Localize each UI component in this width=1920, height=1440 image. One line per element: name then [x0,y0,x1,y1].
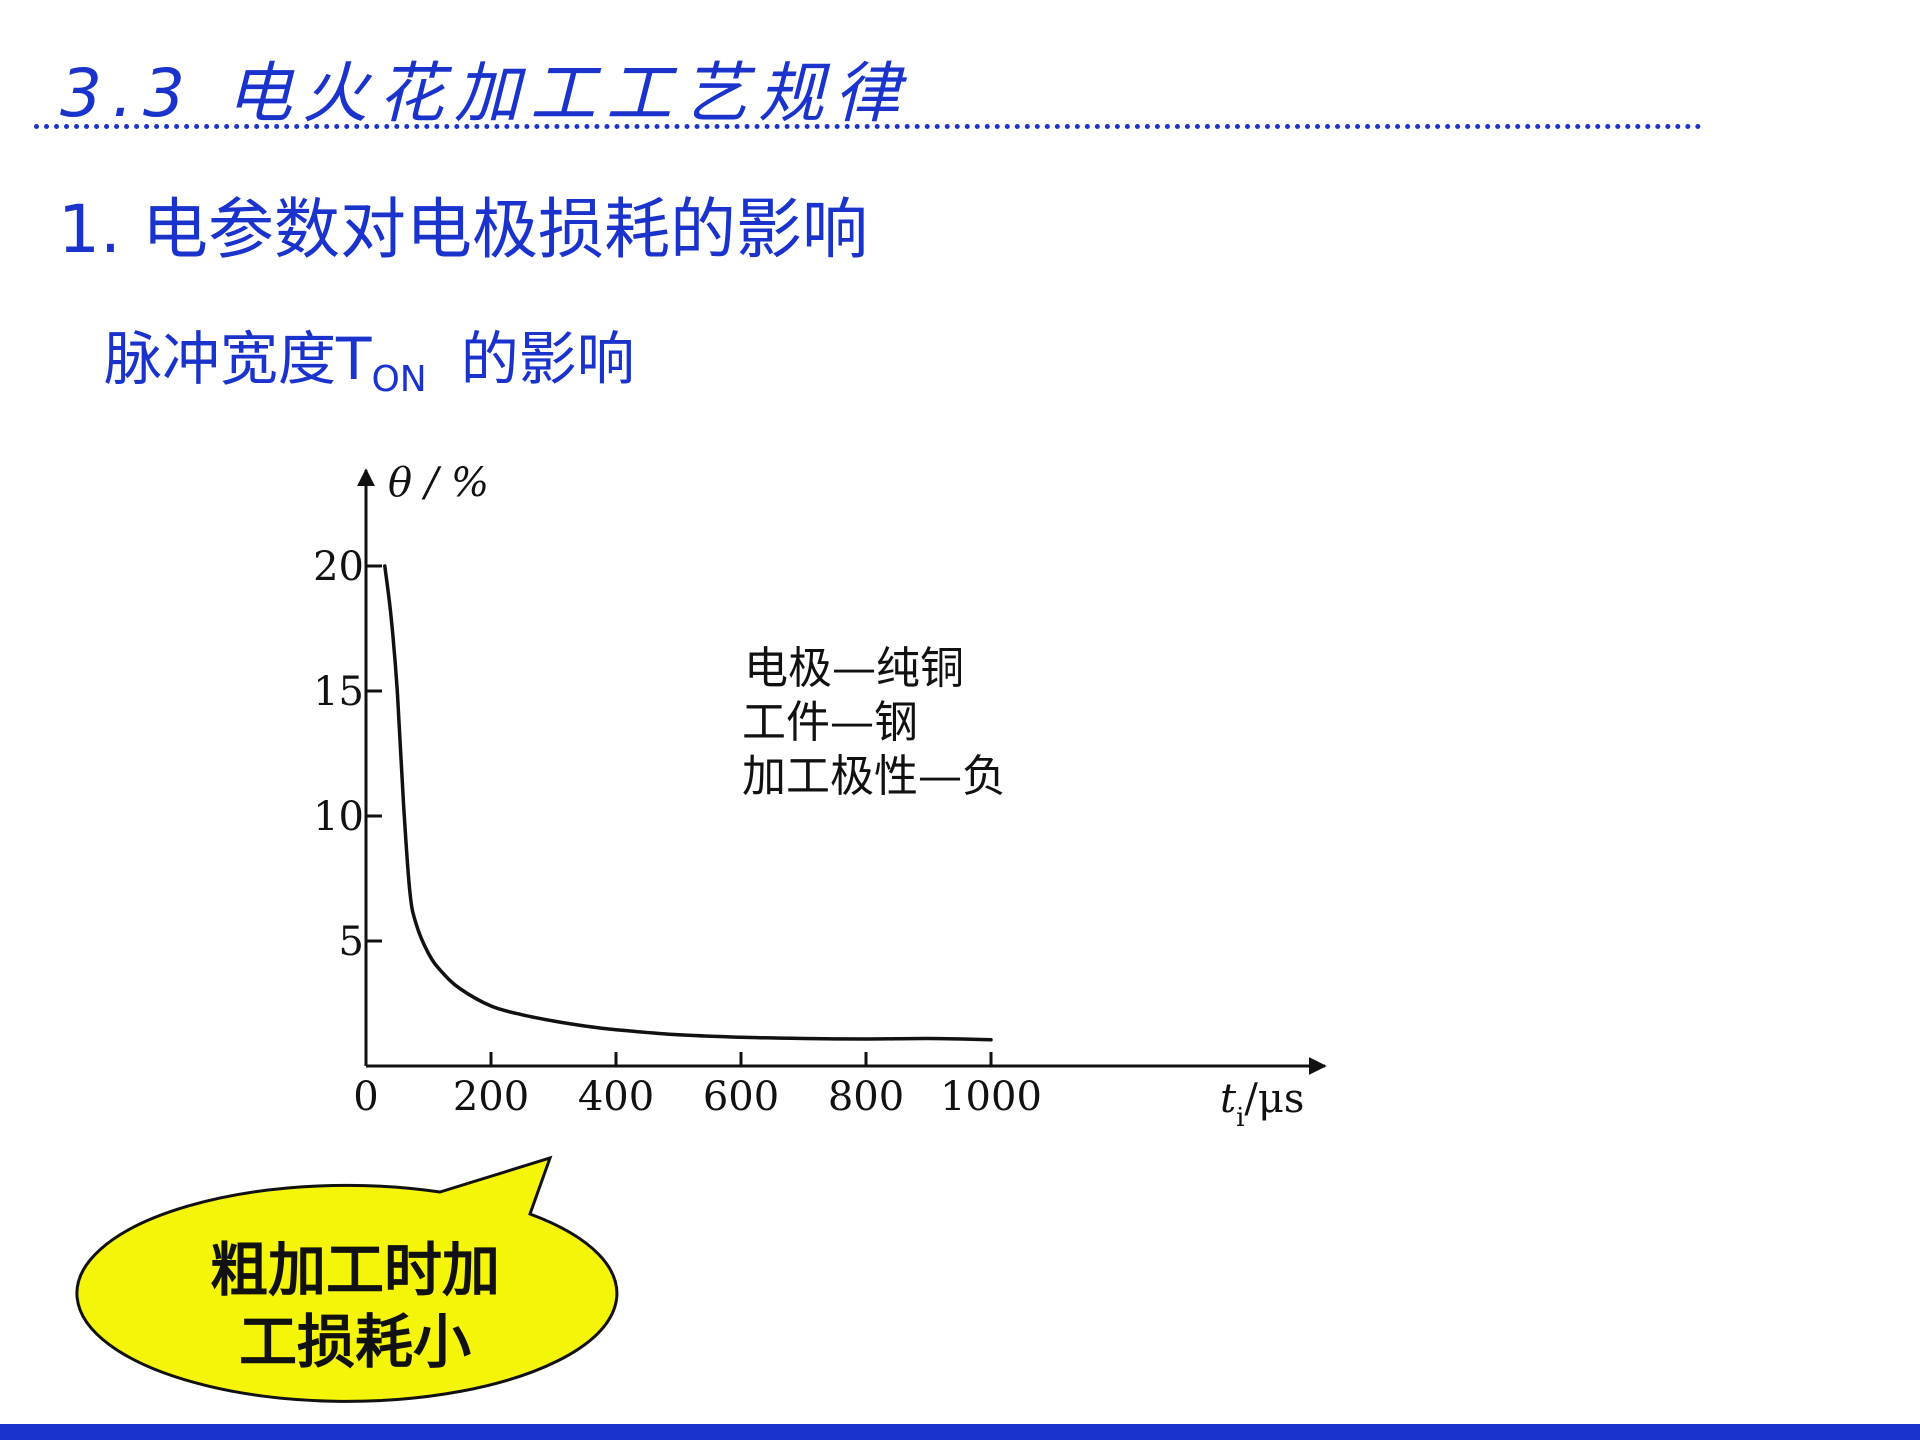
annotation-polarity: 加工极性—负 [742,751,1006,802]
annotation-workpiece: 工件—钢 [742,697,918,748]
x-axis-label-main: t [1220,1076,1237,1122]
x-tick-label: 200 [453,1074,529,1120]
heading: 1. 电参数对电极损耗的影响 [58,191,868,268]
y-tick-label: 20 [313,544,364,590]
callout-line-1: 粗加工时加 [210,1236,500,1304]
y-axis-label: θ / % [388,460,489,506]
x-ticks: 0 200 400 600 800 1000 [353,1052,1042,1120]
x-axis-label-sub: i [1236,1103,1244,1133]
x-tick-label: 800 [828,1074,904,1120]
x-tick-label: 1000 [940,1074,1042,1120]
dotted-divider [34,124,1702,129]
subheading: 脉冲宽度TON 的影响 [104,312,635,400]
annotation-electrode: 电极—纯铜 [744,643,964,694]
x-tick-label: 600 [703,1074,779,1120]
series-line-electrode-wear [383,564,993,1042]
section-title: 3.3 电火花加工工艺规律 [60,55,910,132]
bottom-bar [0,1424,1920,1440]
x-axis-label-unit: /μs [1244,1076,1304,1122]
callout-shape [75,1155,619,1403]
y-ticks: 5 10 15 20 [313,544,382,965]
x-tick-label: 400 [578,1074,654,1120]
subheading-tail: 的影响 [460,325,635,393]
y-tick-label: 10 [313,794,364,840]
x-axis-label: ti/μs [1220,1076,1304,1133]
y-tick-label: 15 [313,669,364,715]
y-tick-label: 5 [339,919,364,965]
x-tick-label: 0 [353,1074,378,1120]
callout-bubble: 粗加工时加 工损耗小 [75,1155,619,1403]
subheading-subscript: ON [371,359,427,400]
subheading-main: 脉冲宽度T [104,325,372,393]
callout-line-2: 工损耗小 [239,1308,471,1376]
